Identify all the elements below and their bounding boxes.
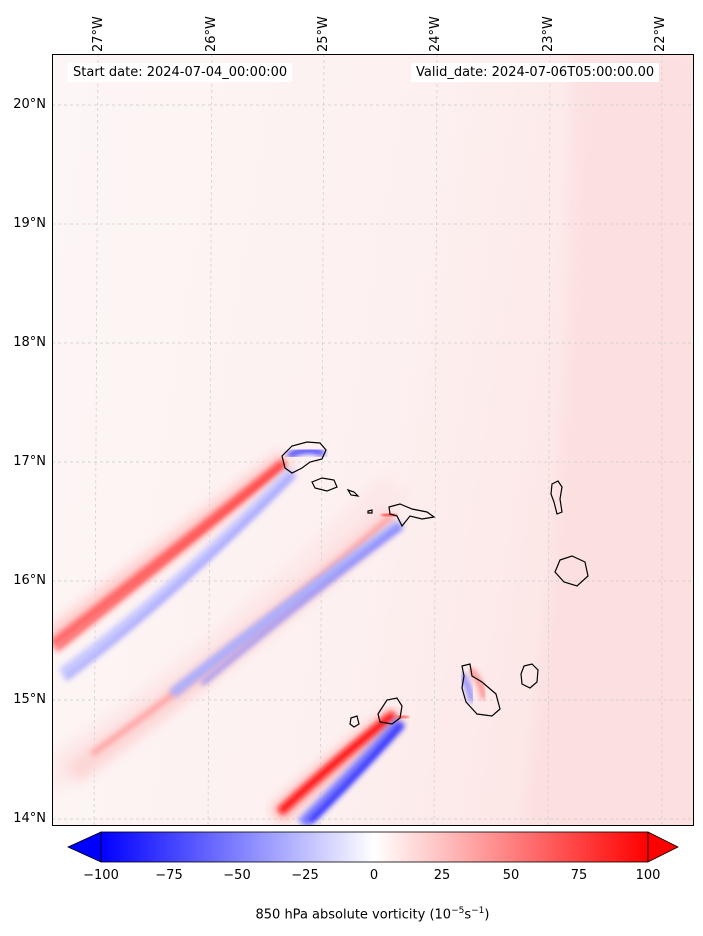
colorbar [67,831,679,863]
colorbar-tick: 50 [502,868,520,883]
island-sal [550,480,563,515]
lon-label-22w: 22°W [653,16,668,52]
island-fogo [377,697,403,725]
colorbar-tick: −75 [155,868,183,883]
coastlines [281,441,589,728]
lon-label-24w: 24°W [428,16,443,52]
lat-label-20n: 20°N [13,97,46,112]
lat-label-16n: 16°N [13,573,46,588]
lat-label-15n: 15°N [13,692,46,707]
colorbar-max-extend [647,831,679,863]
island-branco [367,509,373,514]
gridlines [52,54,694,826]
wake-streak-north [52,448,326,681]
island-sao-vicente [311,477,338,492]
colorbar-tick: 25 [433,868,451,883]
colorbar-label: 850 hPa absolute vorticity (10−5s−1) [255,906,490,923]
island-boa-vista [554,555,589,587]
colorbar-tick: −100 [83,868,119,883]
island-sao-nicolau [388,503,436,528]
map-frame [52,54,694,826]
lon-label-26w: 26°W [204,16,219,52]
wake-streak-south [270,708,410,826]
wake-streak-east [459,667,486,703]
island-santa-luzia [346,488,360,497]
lat-label-19n: 19°N [13,216,46,231]
valid-date-label: Valid_date: 2024-07-06T05:00:00.00 [411,63,660,82]
colorbar-tick: −25 [291,868,319,883]
colorbar-gradient [100,831,649,863]
colorbar-tick: 0 [369,868,379,883]
island-brava [349,715,360,728]
colorbar-min-extend [67,831,102,863]
colorbar-tick: −50 [223,868,251,883]
pink-region [522,54,694,826]
lat-label-14n: 14°N [13,811,46,826]
island-santiago [461,663,501,717]
island-maio [520,663,539,689]
lon-label-23w: 23°W [541,16,556,52]
lon-label-25w: 25°W [316,16,331,52]
lon-label-27w: 27°W [91,16,106,52]
start-date-label: Start date: 2024-07-04_00:00:00 [68,63,293,82]
colorbar-tick: 75 [570,868,588,883]
lat-label-18n: 18°N [13,335,46,350]
lat-label-17n: 17°N [13,454,46,469]
colorbar-tick: 100 [635,868,661,883]
island-santo-antao [281,441,327,474]
vorticity-map [52,54,694,826]
